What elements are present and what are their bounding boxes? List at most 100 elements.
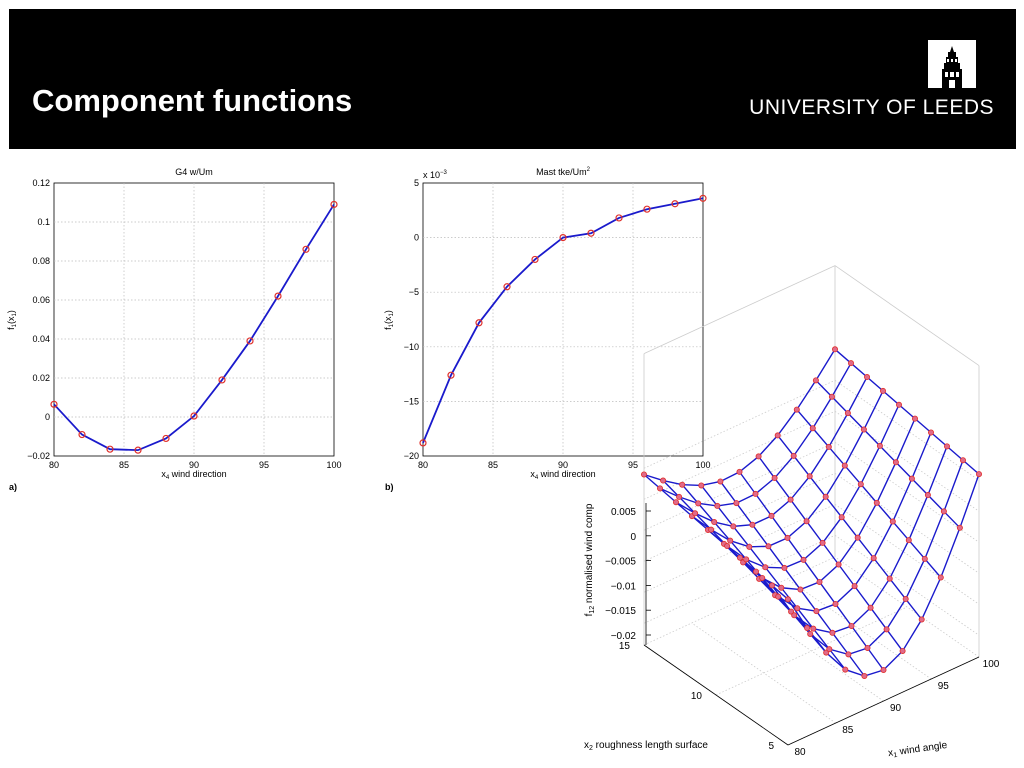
chart-c-xtick-label: 85 — [842, 725, 854, 736]
chart-c-mesh-line — [787, 473, 980, 677]
chart-c-data-point — [825, 443, 832, 450]
chart-c-data-point — [769, 582, 776, 589]
chart-c-data-point — [816, 578, 823, 585]
chart-b-data-point — [587, 229, 595, 237]
chart-b-ytick-label: −5 — [409, 287, 419, 297]
chart-c-data-point — [806, 473, 813, 480]
chart-c-data-point — [775, 593, 782, 600]
chart-b-data-point — [475, 319, 483, 327]
chart-c-data-point — [641, 471, 648, 478]
chart-c-data-point — [848, 360, 855, 367]
chart-c-data-point — [804, 624, 811, 631]
chart-c-data-point — [928, 429, 935, 436]
chart-b-data-point — [559, 234, 567, 242]
chart-c-wall-gridline — [643, 503, 836, 593]
chart-c-data-point — [812, 377, 819, 384]
chart-c-data-point — [873, 499, 880, 506]
chart-c-data-point — [861, 672, 868, 679]
chart-c-data-point — [899, 647, 906, 654]
chart-c-wall-gridline — [834, 534, 980, 636]
chart-c-data-point — [832, 600, 839, 607]
chart-c-data-point — [921, 555, 928, 562]
chart-c-data-point — [880, 387, 887, 394]
chart-c-wall-gridline — [643, 410, 836, 500]
chart-c-wall-gridline — [834, 410, 980, 512]
chart-c-mesh-line — [777, 434, 923, 620]
chart-c-data-point — [883, 626, 890, 633]
chart-c-data-point — [673, 499, 680, 506]
slide-title: Component functions — [32, 83, 353, 118]
chart-c-xlabel: x1 wind angle — [887, 740, 948, 760]
chart-c-data-point — [737, 554, 744, 561]
chart-c-xtick-label: 90 — [890, 703, 902, 714]
chart-c-data-point — [714, 502, 721, 509]
chart-a-data-point — [246, 337, 254, 345]
chart-c-data-point — [803, 518, 810, 525]
chart-c-data-point — [717, 478, 724, 485]
chart-c-data-point — [765, 543, 772, 550]
chart-c-data-point — [660, 477, 667, 484]
chart-c-data-point — [781, 564, 788, 571]
chart-c-data-point — [819, 539, 826, 546]
chart-c-data-point — [755, 453, 762, 460]
chart-c-data-point — [784, 534, 791, 541]
panel-label-a: a) — [9, 482, 17, 492]
chart-c-data-point — [829, 629, 836, 636]
chart-a-ytick-label: 0.06 — [32, 295, 50, 305]
chart-c-ylabel: x2 roughness length surface — [584, 740, 708, 752]
chart-c-data-point — [759, 574, 766, 581]
chart-b-xtick-label: 95 — [628, 460, 638, 470]
chart-b-data-point — [699, 194, 707, 202]
slide-header — [9, 9, 1016, 149]
chart-c-data-point — [924, 492, 931, 499]
chart-c-data-point — [730, 523, 737, 530]
chart-c-data-point — [976, 471, 983, 478]
chart-b-xtick-label: 100 — [695, 460, 710, 470]
chart-b-multiplier: x 10−3 — [423, 170, 448, 180]
chart-c-data-point — [785, 596, 792, 603]
chart-c-data-point — [864, 374, 871, 381]
chart-c-data-point — [902, 596, 909, 603]
chart-b-data-point — [615, 214, 623, 222]
chart-c-data-point — [794, 605, 801, 612]
chart-c-data-point — [844, 410, 851, 417]
chart-c-data-point — [762, 564, 769, 571]
chart-c-floor-gridline — [715, 606, 908, 696]
chart-c-data-point — [828, 393, 835, 400]
chart-c-wall-gridline — [834, 379, 980, 481]
chart-a-ytick-label: −0.02 — [27, 451, 50, 461]
chart-c-data-point — [870, 555, 877, 562]
chart-c-mesh-line — [700, 485, 846, 671]
chart-c-ztick-label: −0.005 — [605, 557, 636, 568]
chart-b-title: Mast tke/Um2 — [536, 167, 591, 177]
chart-c-data-point — [676, 493, 683, 500]
chart-c-data-point — [854, 534, 861, 541]
chart-c-data-point — [905, 537, 912, 544]
chart-c-data-point — [857, 481, 864, 488]
chart-c-box-edge — [834, 265, 980, 366]
chart-a-xtick-label: 95 — [259, 460, 269, 470]
chart-b-data-point — [531, 255, 539, 264]
chart-c-data-point — [912, 415, 919, 422]
chart-c-xtick-label: 80 — [794, 747, 806, 758]
chart-a-xlabel: x4 wind direction — [161, 469, 226, 481]
chart-c-ztick-label: 0 — [630, 532, 636, 543]
chart-c-data-point — [826, 646, 833, 653]
chart-c-data-point — [832, 346, 839, 353]
chart-c-xtick-label: 100 — [983, 659, 1000, 670]
chart-c-mesh-line — [815, 379, 961, 529]
chart-c-data-point — [851, 583, 858, 590]
chart-c-data-point — [787, 496, 794, 503]
chart-c-data-point — [790, 452, 797, 459]
chart-c-data-point — [896, 401, 903, 408]
chart-b-ytick-label: −10 — [404, 342, 419, 352]
chart-b-xtick-label: 90 — [558, 460, 568, 470]
chart-c-data-point — [788, 608, 795, 615]
chart-c-data-point — [733, 500, 740, 507]
chart-c-xtick-label: 95 — [938, 681, 950, 692]
chart-c-data-point — [692, 510, 699, 517]
chart-c-box-edge — [643, 265, 836, 354]
chart-c-data-point — [809, 425, 816, 432]
chart-c-data-point — [753, 568, 760, 575]
